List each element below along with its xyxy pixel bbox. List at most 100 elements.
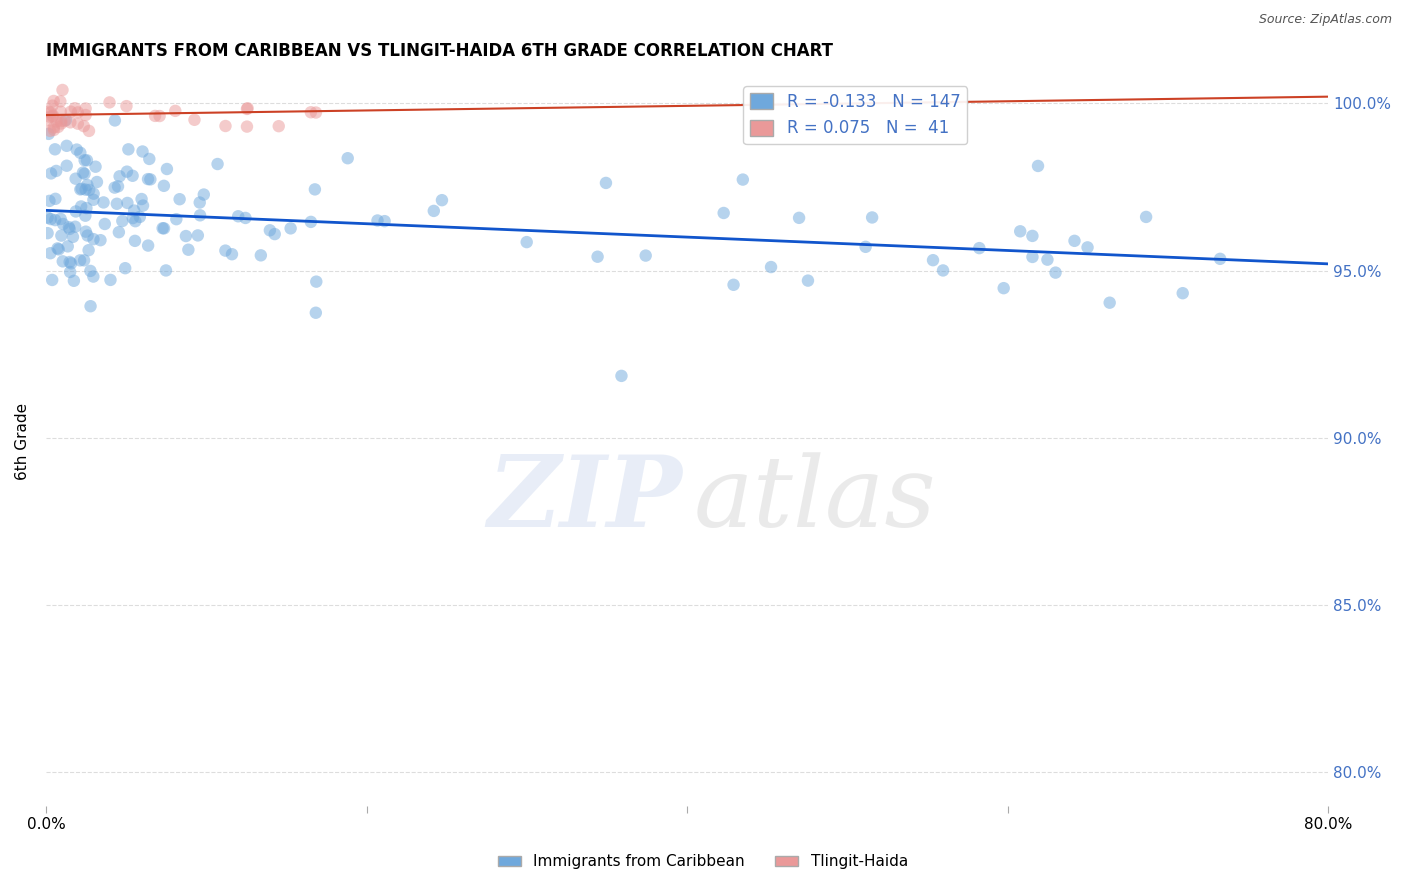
Point xyxy=(214,244,236,258)
Point xyxy=(60,256,83,270)
Point xyxy=(75,102,97,116)
Point xyxy=(131,145,153,159)
Point xyxy=(45,164,67,178)
Point xyxy=(73,167,96,181)
Point xyxy=(72,166,94,180)
Point xyxy=(39,124,62,138)
Point xyxy=(63,274,86,288)
Point xyxy=(263,227,285,241)
Point xyxy=(82,193,104,207)
Point xyxy=(38,127,60,141)
Point xyxy=(53,114,76,128)
Point xyxy=(111,214,134,228)
Point xyxy=(41,98,63,112)
Point xyxy=(1171,286,1194,301)
Point xyxy=(1135,210,1157,224)
Point xyxy=(932,263,955,277)
Point xyxy=(193,187,215,202)
Point xyxy=(132,198,155,212)
Point xyxy=(62,230,84,244)
Point xyxy=(76,228,98,243)
Point xyxy=(45,114,67,128)
Point xyxy=(1026,159,1049,173)
Point xyxy=(59,255,82,269)
Point xyxy=(39,246,62,260)
Point xyxy=(38,194,60,208)
Point xyxy=(39,105,62,120)
Point xyxy=(122,203,145,218)
Point xyxy=(38,110,60,124)
Point xyxy=(797,274,820,288)
Point xyxy=(49,104,72,119)
Point xyxy=(55,138,77,153)
Point xyxy=(152,221,174,235)
Point xyxy=(75,225,97,239)
Point xyxy=(108,225,131,239)
Point xyxy=(77,244,100,258)
Point xyxy=(1021,228,1043,243)
Point xyxy=(94,217,117,231)
Y-axis label: 6th Grade: 6th Grade xyxy=(15,402,30,480)
Point xyxy=(59,222,82,236)
Point xyxy=(188,208,211,222)
Point xyxy=(38,104,60,119)
Point xyxy=(66,117,89,131)
Point xyxy=(731,172,754,186)
Point xyxy=(124,214,146,228)
Point xyxy=(84,160,107,174)
Point xyxy=(280,221,302,235)
Point xyxy=(207,157,229,171)
Point xyxy=(143,109,166,123)
Point xyxy=(42,109,65,123)
Point xyxy=(723,277,745,292)
Point xyxy=(41,110,63,124)
Point xyxy=(855,240,877,254)
Point xyxy=(49,95,72,109)
Point xyxy=(52,254,75,268)
Point xyxy=(138,152,160,166)
Point xyxy=(759,260,782,274)
Point xyxy=(77,183,100,197)
Point xyxy=(70,182,93,196)
Point xyxy=(139,172,162,186)
Point xyxy=(153,178,176,193)
Point xyxy=(86,175,108,189)
Point xyxy=(108,169,131,184)
Point xyxy=(59,104,82,119)
Point xyxy=(65,204,87,219)
Point xyxy=(73,153,96,168)
Point xyxy=(114,261,136,276)
Point xyxy=(73,253,96,268)
Point xyxy=(305,306,328,320)
Point xyxy=(922,253,945,268)
Point xyxy=(174,229,197,244)
Point xyxy=(267,119,290,133)
Point xyxy=(93,195,115,210)
Point xyxy=(634,249,657,263)
Point xyxy=(75,201,97,215)
Point xyxy=(430,193,453,207)
Point xyxy=(115,164,138,178)
Point xyxy=(165,212,187,227)
Point xyxy=(169,192,191,206)
Point xyxy=(52,217,75,231)
Legend: Immigrants from Caribbean, Tlingit-Haida: Immigrants from Caribbean, Tlingit-Haida xyxy=(492,848,914,875)
Point xyxy=(42,123,65,137)
Point xyxy=(48,243,70,257)
Point xyxy=(305,275,328,289)
Text: IMMIGRANTS FROM CARIBBEAN VS TLINGIT-HAIDA 6TH GRADE CORRELATION CHART: IMMIGRANTS FROM CARIBBEAN VS TLINGIT-HAI… xyxy=(46,42,832,60)
Point xyxy=(586,250,609,264)
Text: ZIP: ZIP xyxy=(486,451,682,548)
Point xyxy=(1036,252,1059,267)
Point xyxy=(188,195,211,210)
Point xyxy=(58,220,80,235)
Point xyxy=(121,211,143,225)
Point xyxy=(66,143,89,157)
Point xyxy=(75,108,97,122)
Point xyxy=(121,169,143,183)
Point xyxy=(236,120,259,134)
Point xyxy=(77,124,100,138)
Point xyxy=(98,95,121,110)
Point xyxy=(104,113,127,128)
Point xyxy=(44,142,66,156)
